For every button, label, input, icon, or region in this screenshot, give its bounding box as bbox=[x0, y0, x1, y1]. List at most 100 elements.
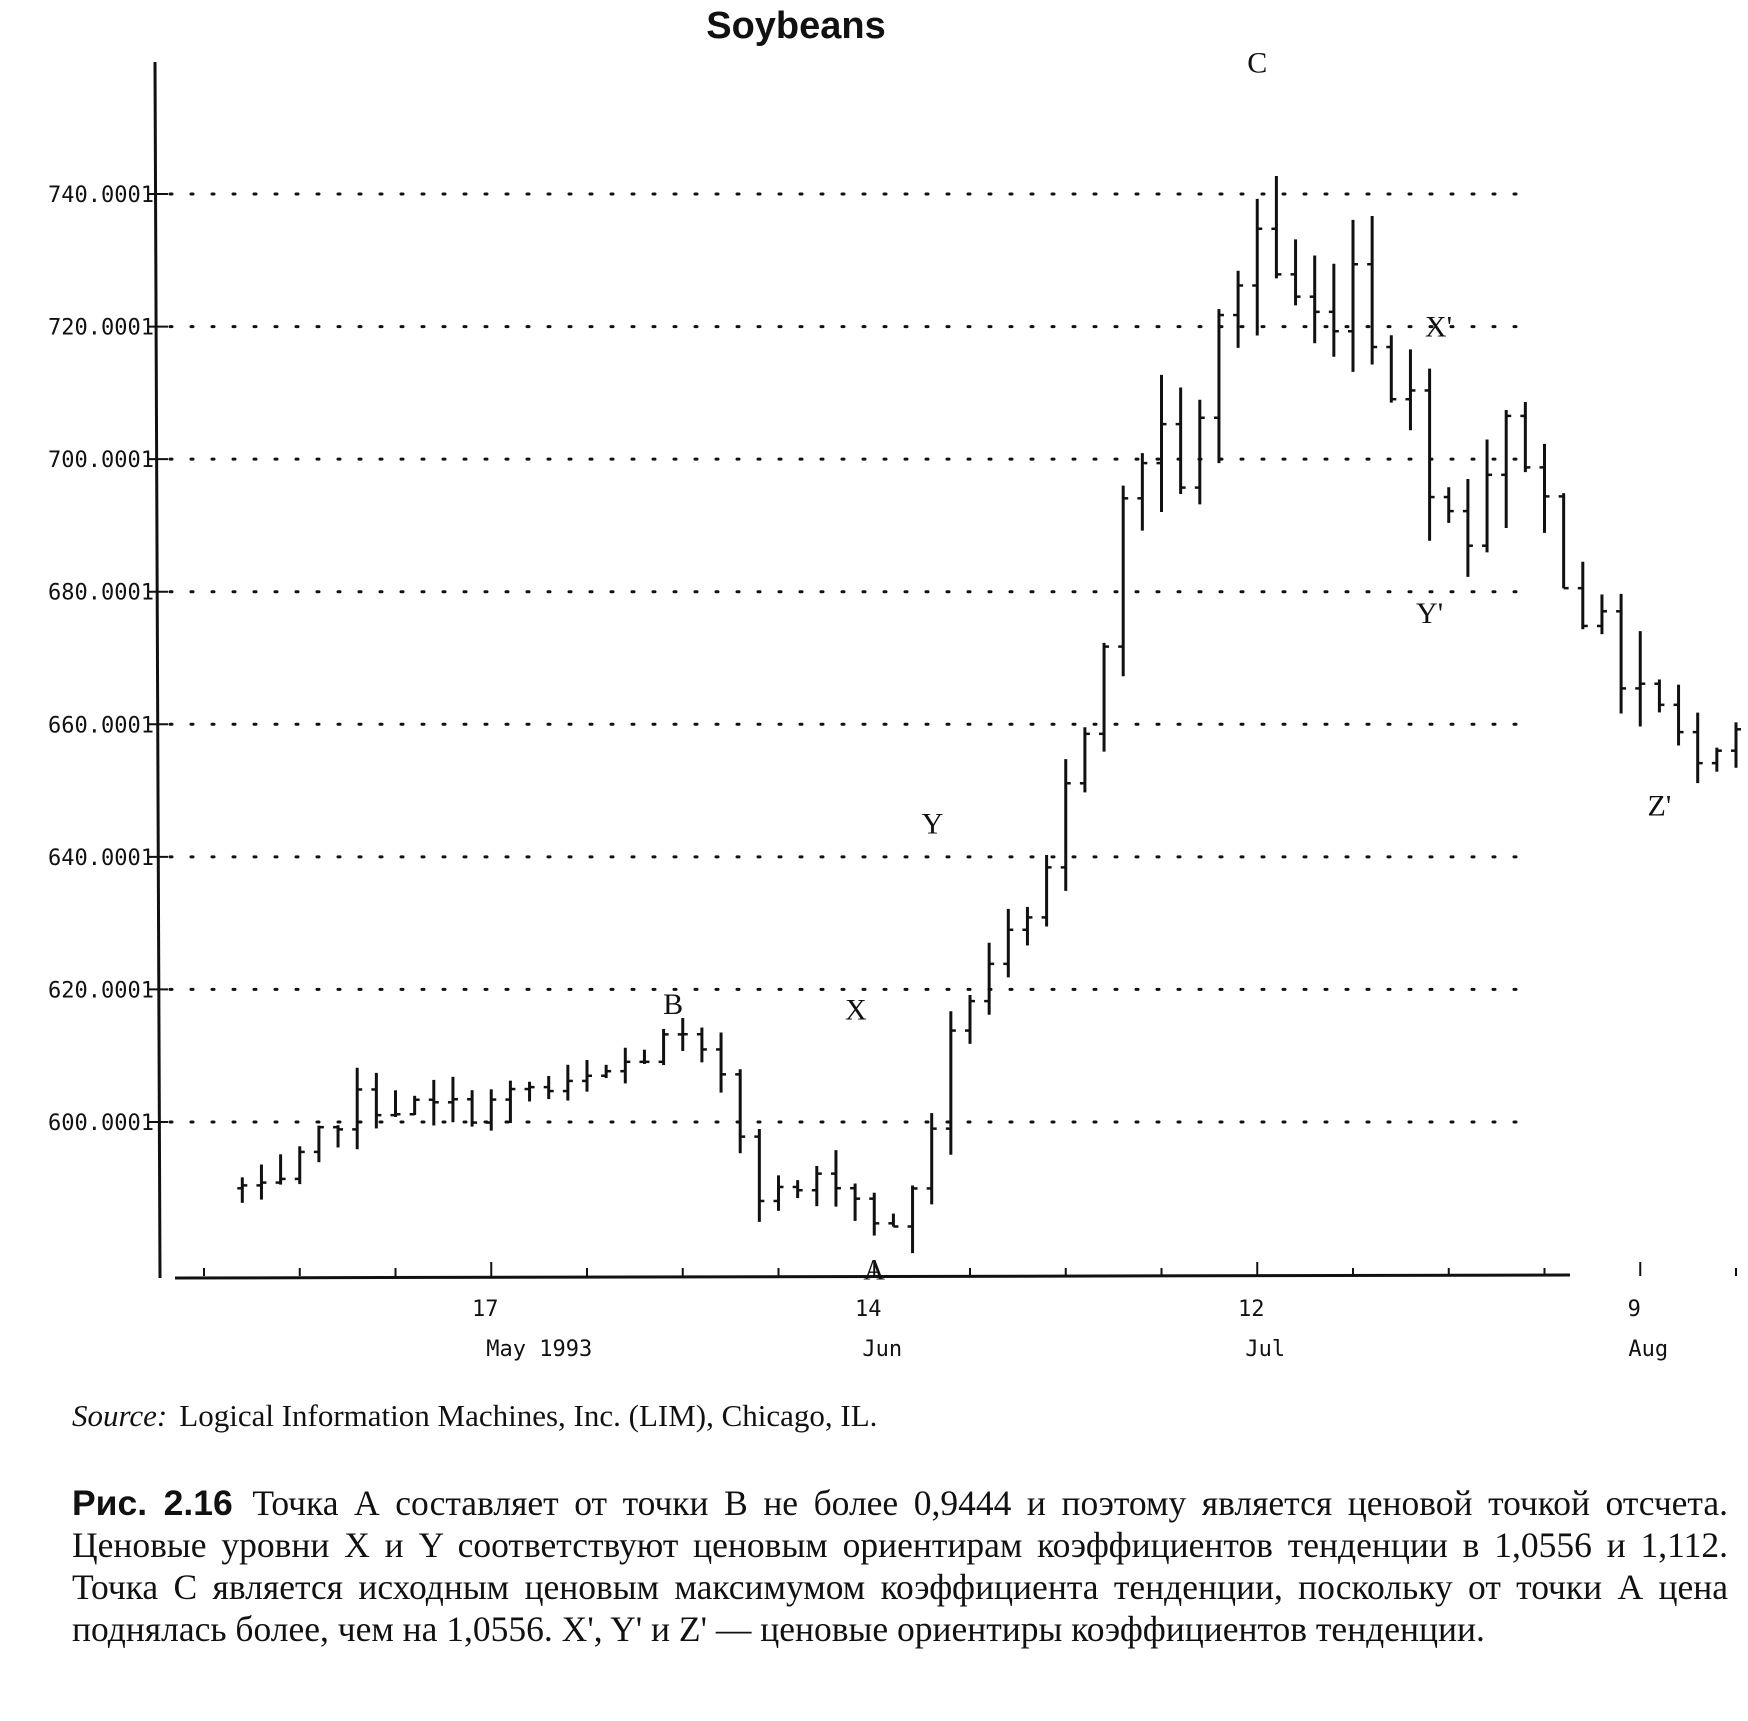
price-bar bbox=[926, 1113, 937, 1205]
price-bar bbox=[256, 1164, 267, 1200]
source-label: Source: bbox=[72, 1398, 168, 1433]
price-bar bbox=[696, 1027, 707, 1063]
price-bar bbox=[1348, 219, 1358, 372]
price-bar bbox=[754, 1129, 765, 1222]
caption-text: Точка А составляет от точки В не более 0… bbox=[72, 1483, 1729, 1649]
price-bar bbox=[1137, 453, 1148, 531]
y-tick-label: 740.0001 bbox=[48, 183, 154, 208]
y-tick-labels: 600.0001 620.0001 640.0001 660.0001 680.0001… bbox=[48, 183, 154, 1136]
price-bar bbox=[1424, 368, 1435, 541]
x-tick-day-label: 14 bbox=[855, 1297, 882, 1322]
caption-label: Рис. 2.16 bbox=[72, 1483, 233, 1523]
price-bar bbox=[1194, 399, 1205, 505]
price-bar bbox=[888, 1213, 899, 1228]
point-label-x-prime: X' bbox=[1425, 311, 1452, 344]
price-bar bbox=[505, 1080, 516, 1124]
price-bar bbox=[1577, 561, 1588, 630]
point-label-y-prime: Y' bbox=[1416, 597, 1443, 630]
price-bar bbox=[543, 1075, 554, 1100]
x-tick-month-label: Jun bbox=[862, 1337, 902, 1362]
price-bar bbox=[716, 1032, 727, 1093]
price-bar bbox=[1654, 679, 1665, 713]
y-tick-label: 720.0001 bbox=[48, 316, 154, 341]
price-bar bbox=[984, 942, 995, 1015]
figure-caption: Рис. 2.16 Точка А составляет от точки В … bbox=[72, 1482, 1728, 1650]
price-bar bbox=[1175, 387, 1186, 494]
price-bar bbox=[907, 1185, 918, 1254]
price-bar bbox=[486, 1089, 497, 1131]
price-bar bbox=[1290, 239, 1301, 306]
point-label-x: X bbox=[845, 993, 867, 1026]
price-bar bbox=[1501, 410, 1512, 528]
x-tick-month-label: Aug bbox=[1628, 1337, 1668, 1362]
price-bar bbox=[677, 1018, 688, 1051]
x-tick-day-label: 12 bbox=[1238, 1297, 1265, 1322]
price-bar bbox=[294, 1146, 305, 1185]
price-bar bbox=[352, 1067, 363, 1150]
price-bar bbox=[1635, 631, 1646, 727]
price-bar bbox=[1539, 443, 1550, 533]
y-tick-label: 620.0001 bbox=[48, 978, 154, 1003]
price-bar bbox=[850, 1183, 861, 1221]
price-bar bbox=[371, 1072, 382, 1129]
price-bar bbox=[428, 1079, 439, 1126]
price-bar bbox=[1328, 263, 1339, 357]
x-tick-month-label: Jul bbox=[1245, 1337, 1285, 1362]
price-bar bbox=[275, 1154, 286, 1185]
point-label-z-prime: Z' bbox=[1648, 789, 1672, 822]
y-axis-line bbox=[153, 61, 162, 1279]
price-bar bbox=[1386, 335, 1397, 403]
y-tick-label: 680.0001 bbox=[48, 581, 154, 606]
price-bar bbox=[792, 1180, 803, 1199]
price-bar bbox=[562, 1064, 573, 1101]
price-bar bbox=[1367, 215, 1378, 365]
price-bar bbox=[1041, 854, 1052, 927]
chart-title: Soybeans bbox=[706, 5, 886, 47]
price-bar bbox=[830, 1150, 841, 1207]
price-bar bbox=[1271, 175, 1282, 279]
price-bar bbox=[1060, 759, 1071, 891]
point-label-b: B bbox=[663, 988, 683, 1021]
price-bar bbox=[1156, 374, 1167, 513]
source-text: Logical Information Machines, Inc. (LIM)… bbox=[179, 1398, 878, 1433]
price-bar bbox=[1596, 594, 1607, 635]
price-bar bbox=[1213, 309, 1224, 464]
price-bar bbox=[524, 1081, 535, 1102]
price-bar bbox=[1692, 712, 1703, 784]
point-label-a: A bbox=[863, 1253, 885, 1286]
price-bar bbox=[447, 1076, 458, 1123]
point-label-y: Y bbox=[922, 808, 944, 841]
price-bar bbox=[601, 1064, 612, 1079]
price-bar bbox=[1079, 727, 1090, 793]
price-bar bbox=[773, 1175, 784, 1211]
price-bar bbox=[1252, 198, 1263, 336]
price-bar bbox=[639, 1049, 650, 1064]
price-bar bbox=[1118, 485, 1129, 677]
price-bar bbox=[1616, 593, 1627, 714]
price-bar bbox=[1022, 906, 1033, 946]
y-tick-label: 600.0001 bbox=[48, 1111, 154, 1136]
price-bar bbox=[1099, 642, 1110, 752]
axes bbox=[148, 61, 1737, 1280]
price-bar bbox=[869, 1192, 880, 1236]
price-bar bbox=[1673, 684, 1684, 746]
price-bar bbox=[735, 1069, 746, 1154]
price-bar bbox=[1443, 487, 1454, 523]
y-tick-label: 640.0001 bbox=[48, 846, 154, 871]
price-bar bbox=[237, 1177, 248, 1203]
price-bar bbox=[390, 1090, 401, 1117]
price-bar bbox=[313, 1125, 324, 1163]
price-bar bbox=[582, 1059, 592, 1092]
gridlines bbox=[168, 192, 1537, 1124]
price-bar bbox=[1520, 402, 1531, 473]
x-tick-month-label: May 1993 bbox=[486, 1337, 592, 1362]
price-bar bbox=[1558, 493, 1569, 590]
point-labels: A B X Y C X' Y' Z' bbox=[663, 47, 1671, 1287]
price-bar bbox=[1482, 439, 1493, 553]
price-bar bbox=[1309, 255, 1320, 344]
price-bar bbox=[467, 1090, 478, 1127]
price-bar bbox=[333, 1125, 344, 1148]
price-bar bbox=[1003, 908, 1014, 978]
price-bar bbox=[811, 1166, 822, 1207]
price-bar bbox=[409, 1095, 420, 1116]
